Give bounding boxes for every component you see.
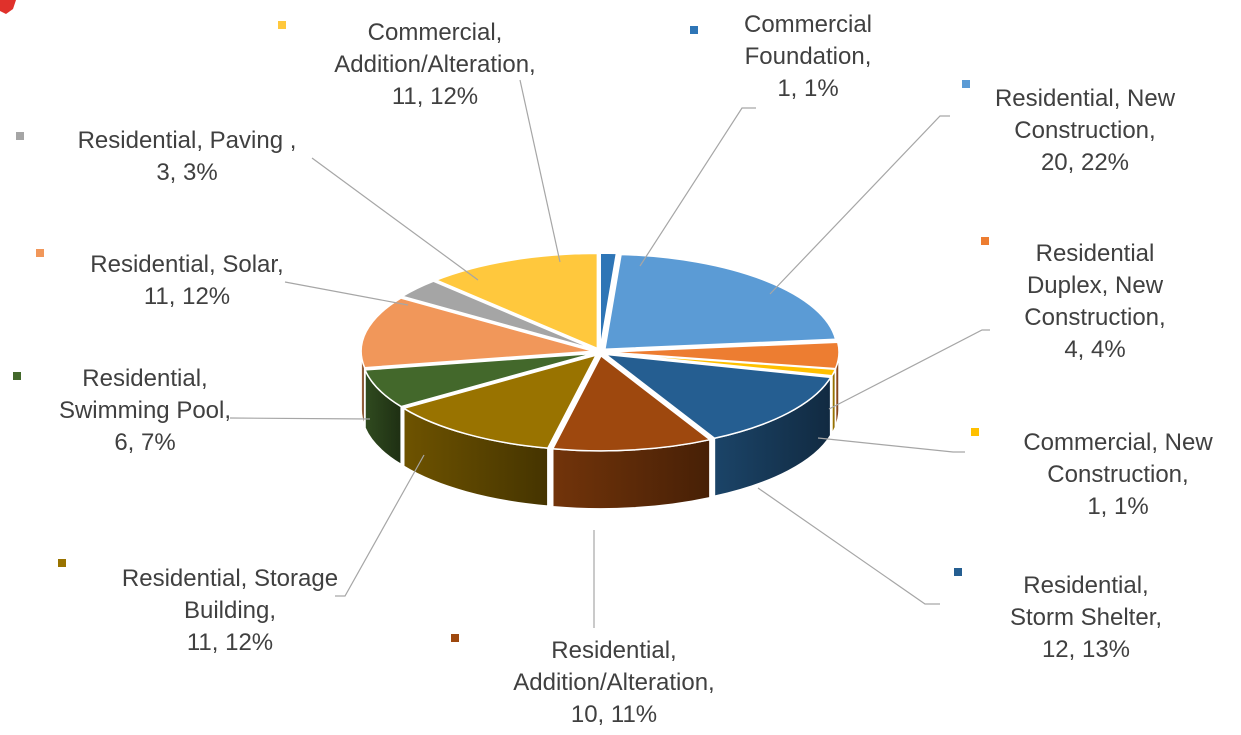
data-label: Residential, Storm Shelter, 12, 13% (1010, 572, 1162, 663)
pie-slice (400, 280, 595, 351)
data-labels: Commercial Foundation, 1, 1% Residential, N… (13, 11, 1213, 728)
pie-slice (401, 354, 598, 449)
data-label-line: 3, 3% (156, 159, 217, 186)
legend-swatch (278, 21, 286, 29)
data-label-line: 12, 13% (1042, 636, 1130, 663)
data-label: Residential, Swimming Pool, 6, 7% (59, 365, 231, 456)
leader-line (639, 107, 756, 267)
data-label-line: Duplex, New (1027, 272, 1164, 299)
legend-swatch (971, 428, 979, 436)
pie-tops (360, 252, 840, 452)
legend-swatch (16, 132, 24, 140)
data-label-line: Construction, (1014, 117, 1155, 144)
legend-swatch (981, 237, 989, 245)
data-label-line: Commercial, (368, 19, 503, 46)
leader-line (284, 281, 409, 306)
leader-line (757, 487, 940, 605)
data-label-line: Construction, (1024, 304, 1165, 331)
data-label: Residential, Paving , 3, 3% (78, 127, 297, 186)
data-label-line: Residential (1036, 240, 1155, 267)
data-label-line: 6, 7% (114, 429, 175, 456)
data-label: Residential, Solar, 11, 12% (90, 251, 283, 310)
data-label-line: 4, 4% (1064, 336, 1125, 363)
data-label-line: 10, 11% (571, 701, 657, 728)
data-label-line: 11, 12% (144, 283, 230, 310)
pie-slice (603, 253, 837, 351)
legend-swatch (58, 559, 66, 567)
pie-slice-side (831, 368, 837, 437)
data-label-line: Storm Shelter, (1010, 604, 1162, 631)
data-label-line: Commercial, New (1023, 429, 1213, 456)
data-label-line: Construction, (1047, 461, 1188, 488)
data-label: Residential Duplex, New Construction, 4, 4% (1024, 240, 1165, 363)
corner-marker-icon (0, 0, 16, 14)
data-label-line: Residential, Solar, (90, 251, 283, 278)
data-label-line: Addition/Alteration, (513, 669, 714, 696)
data-label: Commercial Foundation, 1, 1% (744, 11, 872, 102)
data-label-line: Addition/Alteration, (334, 51, 535, 78)
data-label-line: Commercial (744, 11, 872, 38)
legend-swatch (451, 634, 459, 642)
pie-slice (602, 353, 832, 440)
leader-line (817, 437, 965, 453)
data-label-line: 20, 22% (1041, 149, 1129, 176)
leader-line (229, 417, 371, 420)
pie-slice (606, 352, 837, 377)
leader-line (311, 157, 479, 281)
data-label-line: Residential, New (995, 85, 1176, 112)
data-label: Commercial, New Construction, 1, 1% (1023, 429, 1213, 520)
data-label: Residential, New Construction, 20, 22% (995, 85, 1176, 176)
legend-swatch (13, 372, 21, 380)
pie-slice (551, 354, 712, 452)
data-label-line: Swimming Pool, (59, 397, 231, 424)
data-label-line: Foundation, (745, 43, 872, 70)
data-label-line: 11, 12% (187, 629, 273, 656)
leader-line (335, 454, 425, 597)
legend-swatch (954, 568, 962, 576)
data-label-line: Residential, (1023, 572, 1148, 599)
pie-slice (434, 252, 599, 350)
data-label-line: Residential, Paving , (78, 127, 297, 154)
data-label-line: 1, 1% (777, 75, 838, 102)
data-label-line: 11, 12% (392, 83, 478, 110)
pie-slice (363, 352, 594, 408)
data-label-line: 1, 1% (1087, 493, 1148, 520)
legend-swatch (962, 80, 970, 88)
data-label-line: Building, (184, 597, 276, 624)
data-label: Residential, Storage Building, 11, 12% (122, 565, 338, 656)
leader-line (519, 79, 561, 263)
data-label-line: Residential, (82, 365, 207, 392)
data-label: Residential, Addition/Alteration, 10, 11% (513, 637, 714, 728)
legend-swatch (36, 249, 44, 257)
leader-line (769, 115, 950, 295)
legend-swatch (690, 26, 698, 34)
data-label-line: Residential, (551, 637, 676, 664)
leader-line (828, 329, 990, 410)
data-label-line: Residential, Storage (122, 565, 338, 592)
pie-slice (599, 252, 618, 349)
data-label: Commercial, Addition/Alteration, 11, 12% (334, 19, 535, 110)
